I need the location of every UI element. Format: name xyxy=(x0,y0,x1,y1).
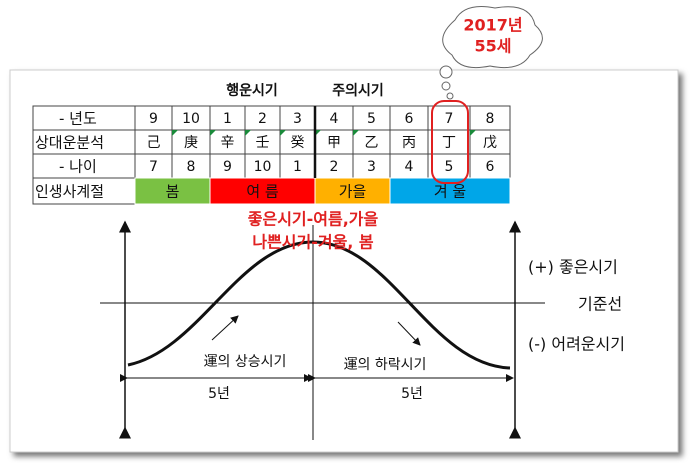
cell: 7 xyxy=(149,159,158,175)
cell: 8 xyxy=(187,159,196,175)
row-label: - 년도 xyxy=(59,110,97,128)
cell-box xyxy=(244,153,281,179)
cell: 乙 xyxy=(365,135,379,151)
cell: 3 xyxy=(367,159,376,175)
cell: 甲 xyxy=(327,135,341,151)
cell-box xyxy=(427,153,471,179)
plus-label: (+) 좋은시기 xyxy=(528,258,618,277)
corner-mark xyxy=(172,130,178,136)
cell-box xyxy=(32,177,136,205)
season-box xyxy=(209,177,316,205)
cell: 辛 xyxy=(221,135,235,151)
cell: 庚 xyxy=(184,135,198,151)
season-label: 겨 울 xyxy=(434,183,466,201)
callout-year: 2017년 xyxy=(463,16,522,35)
cell-box xyxy=(134,105,173,131)
corner-mark xyxy=(280,130,286,136)
cell-box xyxy=(469,153,511,179)
cell: 癸 xyxy=(291,135,305,151)
row-label: 상대운분석 xyxy=(35,134,104,152)
cell-box xyxy=(171,153,211,179)
cell: 8 xyxy=(486,111,495,127)
cell: 6 xyxy=(486,159,495,175)
rise-label: 運의 상승시기 xyxy=(204,354,287,370)
corner-mark xyxy=(245,130,251,136)
season-label: 봄 xyxy=(166,183,180,201)
cell-box xyxy=(314,129,354,155)
cell-box xyxy=(427,105,471,131)
span-label: 5년 xyxy=(208,386,230,402)
season-box xyxy=(134,177,211,205)
callout-age: 55세 xyxy=(475,37,512,56)
cell-box xyxy=(32,153,136,179)
cell: 10 xyxy=(254,159,272,175)
minus-label: (-) 어려운시기 xyxy=(528,335,625,354)
corner-mark xyxy=(470,130,476,136)
cell: 己 xyxy=(147,135,161,151)
cell: 2 xyxy=(258,111,267,127)
table: - 년도 9 10 1 2 3 4 5 6 7 8 상대운분석 己 庚 辛 壬 癸 甲 乙 丙 丁 戊 - 나이 7 8 9 10 1… xyxy=(32,105,511,205)
cell: 丁 xyxy=(442,135,456,151)
cell-box xyxy=(209,129,246,155)
cell: 9 xyxy=(149,111,158,127)
cell: 5 xyxy=(445,159,454,175)
cell: 戊 xyxy=(483,135,497,151)
row-label: - 나이 xyxy=(59,158,97,176)
cell: 6 xyxy=(405,111,414,127)
cell-box xyxy=(279,153,316,179)
cell: 4 xyxy=(330,111,339,127)
cell-box xyxy=(171,105,211,131)
fall-label: 運의 하락시기 xyxy=(344,357,427,373)
cell: 4 xyxy=(405,159,414,175)
cell: 5 xyxy=(367,111,376,127)
baseline-label: 기준선 xyxy=(578,295,622,314)
good-note: 좋은시기-여름,가을 xyxy=(248,210,379,229)
corner-mark xyxy=(315,130,321,136)
corner-mark xyxy=(210,130,216,136)
cell-box xyxy=(469,105,511,131)
cell-box xyxy=(134,129,173,155)
row-label: 인생사계절 xyxy=(35,183,104,201)
cell: 9 xyxy=(223,159,232,175)
callout: 2017년 55세 xyxy=(439,6,543,100)
span-label: 5년 xyxy=(401,386,423,402)
cell-box xyxy=(389,129,429,155)
cell: 1 xyxy=(293,159,302,175)
corner-mark xyxy=(353,130,359,136)
cell: 3 xyxy=(293,111,302,127)
bad-note: 나쁜시기-겨울, 봄 xyxy=(252,233,374,252)
cell: 壬 xyxy=(256,135,270,151)
season-label: 가을 xyxy=(339,183,367,201)
season-label: 여 름 xyxy=(246,183,279,201)
cell: 丙 xyxy=(402,135,416,151)
cell: 2 xyxy=(330,159,339,175)
cell: 1 xyxy=(223,111,232,127)
header-label: 주의시기 xyxy=(332,82,384,99)
cell: 10 xyxy=(182,111,200,127)
season-box xyxy=(314,177,391,205)
graph xyxy=(100,220,545,440)
highlight xyxy=(431,100,469,184)
cell: 7 xyxy=(445,111,454,127)
cell-box xyxy=(427,129,471,155)
header-label: 행운시기 xyxy=(226,83,278,99)
